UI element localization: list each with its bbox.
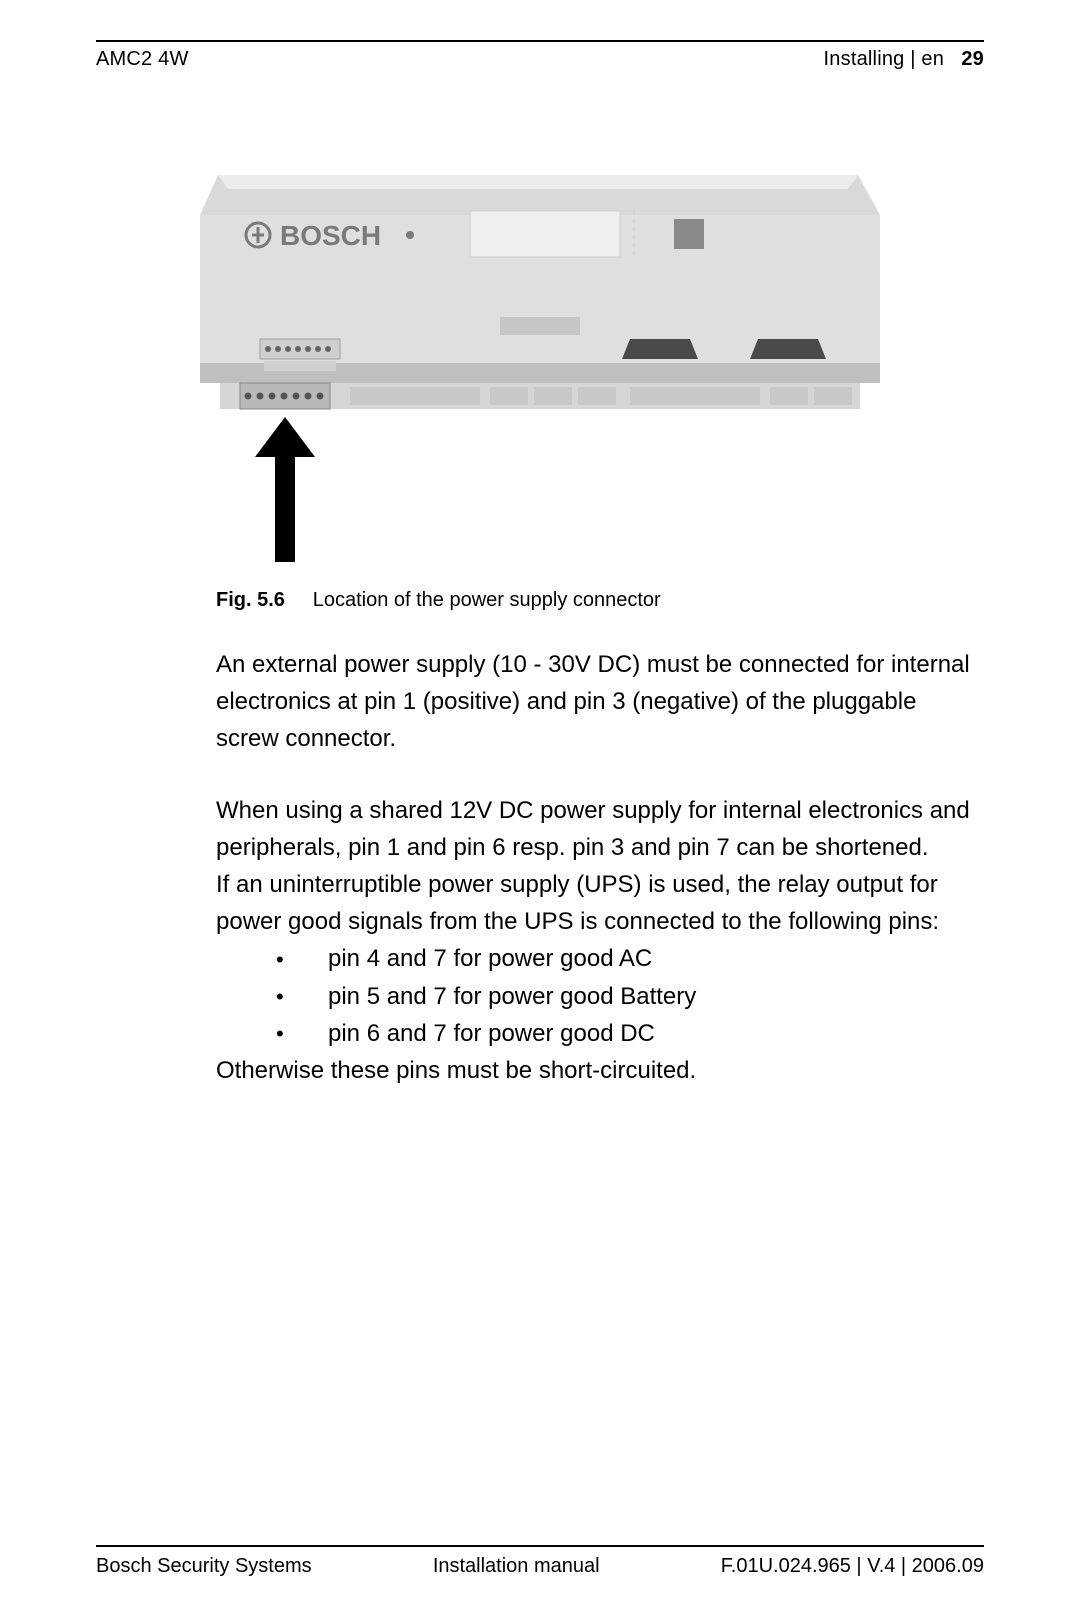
figure-caption-text: Location of the power supply connector [313,589,661,611]
footer-rule [96,1545,984,1547]
manual-page: AMC2 4W Installing | en 29 BOSCH [0,0,1080,1618]
paragraph-1: An external power supply (10 - 30V DC) m… [216,646,974,758]
header-section-text: Installing | en [824,48,945,70]
paragraph-3: If an uninterruptible power supply (UPS)… [216,866,974,940]
rj-port-1 [622,339,698,359]
list-item: pin 4 and 7 for power good AC [276,940,974,977]
list-item: pin 6 and 7 for power good DC [276,1015,974,1052]
center-notch [500,317,580,335]
device-illustration: BOSCH [200,167,880,567]
body-text: An external power supply (10 - 30V DC) m… [216,646,974,1089]
footer-doc-id: F.01U.024.965 | V.4 | 2006.09 [721,1555,984,1578]
list-item: pin 5 and 7 for power good Battery [276,978,974,1015]
label-plate [470,211,620,257]
page-number: 29 [961,48,984,70]
brand-dot-icon [406,231,414,239]
figure: BOSCH [96,167,984,612]
terminal-pins [350,387,852,405]
pin-list: pin 4 and 7 for power good AC pin 5 and … [276,940,974,1052]
header-product: AMC2 4W [96,48,189,71]
power-connector [240,383,330,409]
rj-port-2 [750,339,826,359]
paragraph-2: When using a shared 12V DC power supply … [216,792,974,866]
footer-doc-type: Installation manual [433,1555,600,1578]
page-footer: Bosch Security Systems Installation manu… [96,1545,984,1578]
lcd-window [674,219,704,249]
arrow-indicator-icon [255,417,315,562]
figure-label: Fig. 5.6 [216,589,285,611]
paragraph-4: Otherwise these pins must be short-circu… [216,1052,974,1089]
page-header: AMC2 4W Installing | en 29 [96,48,984,71]
aux-connector [260,339,340,371]
header-rule [96,40,984,42]
brand-text: BOSCH [280,220,381,251]
footer-company: Bosch Security Systems [96,1555,312,1578]
figure-caption: Fig. 5.6 Location of the power supply co… [216,589,661,612]
enclosure-bevel [218,175,858,189]
header-section: Installing | en 29 [824,48,984,71]
